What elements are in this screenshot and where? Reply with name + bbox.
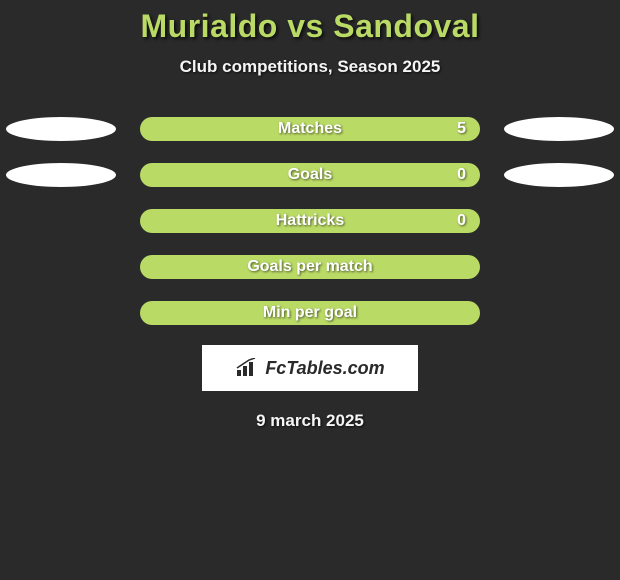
comparison-infographic: Murialdo vs Sandoval Club competitions, … (0, 0, 620, 580)
stat-label: Goals (288, 166, 332, 184)
page-title: Murialdo vs Sandoval (0, 8, 620, 45)
stat-bar: Goals per match (140, 255, 480, 279)
stat-label: Hattricks (276, 212, 344, 230)
stat-row: Goals 0 (0, 163, 620, 187)
ellipse-right (504, 117, 614, 141)
date-text: 9 march 2025 (0, 411, 620, 431)
stat-value-right: 0 (457, 212, 466, 230)
stat-label: Goals per match (247, 258, 372, 276)
page-subtitle: Club competitions, Season 2025 (0, 57, 620, 77)
stat-row: Hattricks 0 (0, 209, 620, 233)
stat-row: Goals per match (0, 255, 620, 279)
stat-row: Min per goal (0, 301, 620, 325)
stat-bar: Min per goal (140, 301, 480, 325)
stat-rows: Matches 5 Goals 0 Hattricks 0 Goals per match M… (0, 117, 620, 325)
stat-bar: Goals 0 (140, 163, 480, 187)
logo-box: FcTables.com (202, 345, 418, 391)
stat-label: Matches (278, 120, 342, 138)
logo-text: FcTables.com (265, 358, 384, 379)
stat-label: Min per goal (263, 304, 357, 322)
stat-bar: Matches 5 (140, 117, 480, 141)
chart-icon (235, 358, 261, 378)
stat-value-right: 0 (457, 166, 466, 184)
ellipse-left (6, 163, 116, 187)
stat-value-right: 5 (457, 120, 466, 138)
stat-row: Matches 5 (0, 117, 620, 141)
ellipse-left (6, 117, 116, 141)
ellipse-right (504, 163, 614, 187)
stat-bar: Hattricks 0 (140, 209, 480, 233)
